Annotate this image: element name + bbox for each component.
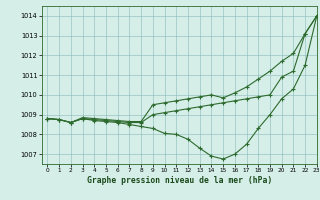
X-axis label: Graphe pression niveau de la mer (hPa): Graphe pression niveau de la mer (hPa)	[87, 176, 272, 185]
